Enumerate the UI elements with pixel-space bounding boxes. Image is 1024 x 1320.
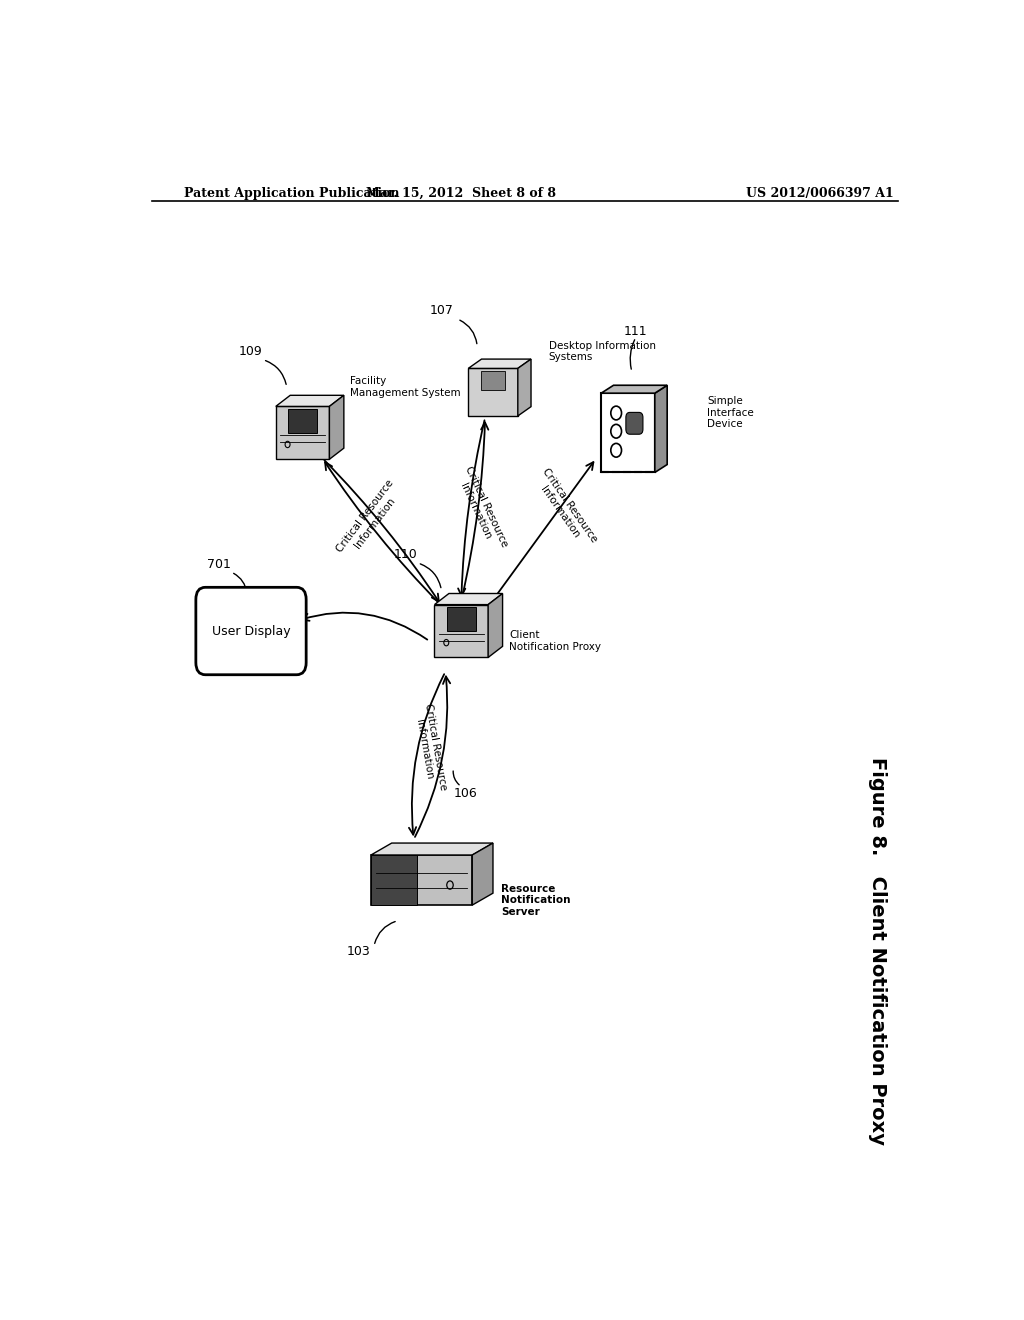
Text: 111: 111 — [624, 325, 648, 338]
Text: 109: 109 — [240, 345, 263, 358]
Polygon shape — [371, 855, 417, 906]
Polygon shape — [518, 359, 531, 416]
FancyBboxPatch shape — [196, 587, 306, 675]
Text: 103: 103 — [346, 945, 370, 958]
Text: Desktop Information
Systems: Desktop Information Systems — [549, 341, 655, 362]
Polygon shape — [468, 359, 531, 368]
Polygon shape — [434, 605, 488, 657]
FancyBboxPatch shape — [626, 412, 643, 434]
Text: Patent Application Publication: Patent Application Publication — [183, 187, 399, 199]
Polygon shape — [468, 368, 518, 416]
Text: Critical Resource
Information: Critical Resource Information — [412, 702, 447, 793]
Polygon shape — [275, 395, 344, 407]
Text: US 2012/0066397 A1: US 2012/0066397 A1 — [746, 187, 894, 199]
Text: Critical Resource
Information: Critical Resource Information — [530, 467, 599, 552]
Polygon shape — [472, 843, 493, 906]
Polygon shape — [654, 385, 668, 473]
Polygon shape — [480, 371, 506, 389]
Text: 106: 106 — [454, 787, 477, 800]
Text: User Display: User Display — [212, 624, 291, 638]
Text: 701: 701 — [207, 558, 231, 572]
Text: Facility
Management System: Facility Management System — [350, 376, 461, 397]
Polygon shape — [601, 393, 654, 473]
Text: Critical Resource
Information: Critical Resource Information — [335, 478, 406, 561]
Polygon shape — [601, 385, 668, 393]
Polygon shape — [446, 607, 476, 631]
Text: Client
Notification Proxy: Client Notification Proxy — [509, 631, 601, 652]
Polygon shape — [488, 594, 503, 657]
Polygon shape — [490, 370, 520, 399]
Text: 107: 107 — [429, 305, 454, 317]
Text: Critical Resource
Information: Critical Resource Information — [453, 465, 510, 553]
Text: Mar. 15, 2012  Sheet 8 of 8: Mar. 15, 2012 Sheet 8 of 8 — [367, 187, 556, 199]
Polygon shape — [371, 855, 472, 906]
Text: 110: 110 — [394, 548, 418, 561]
Polygon shape — [371, 843, 493, 855]
Polygon shape — [275, 407, 330, 459]
Polygon shape — [288, 409, 317, 433]
Text: Resource
Notification
Server: Resource Notification Server — [501, 884, 570, 917]
Text: Simple
Interface
Device: Simple Interface Device — [708, 396, 754, 429]
Polygon shape — [330, 395, 344, 459]
Polygon shape — [434, 594, 503, 605]
Text: Figure 8.   Client Notification Proxy: Figure 8. Client Notification Proxy — [868, 758, 888, 1146]
